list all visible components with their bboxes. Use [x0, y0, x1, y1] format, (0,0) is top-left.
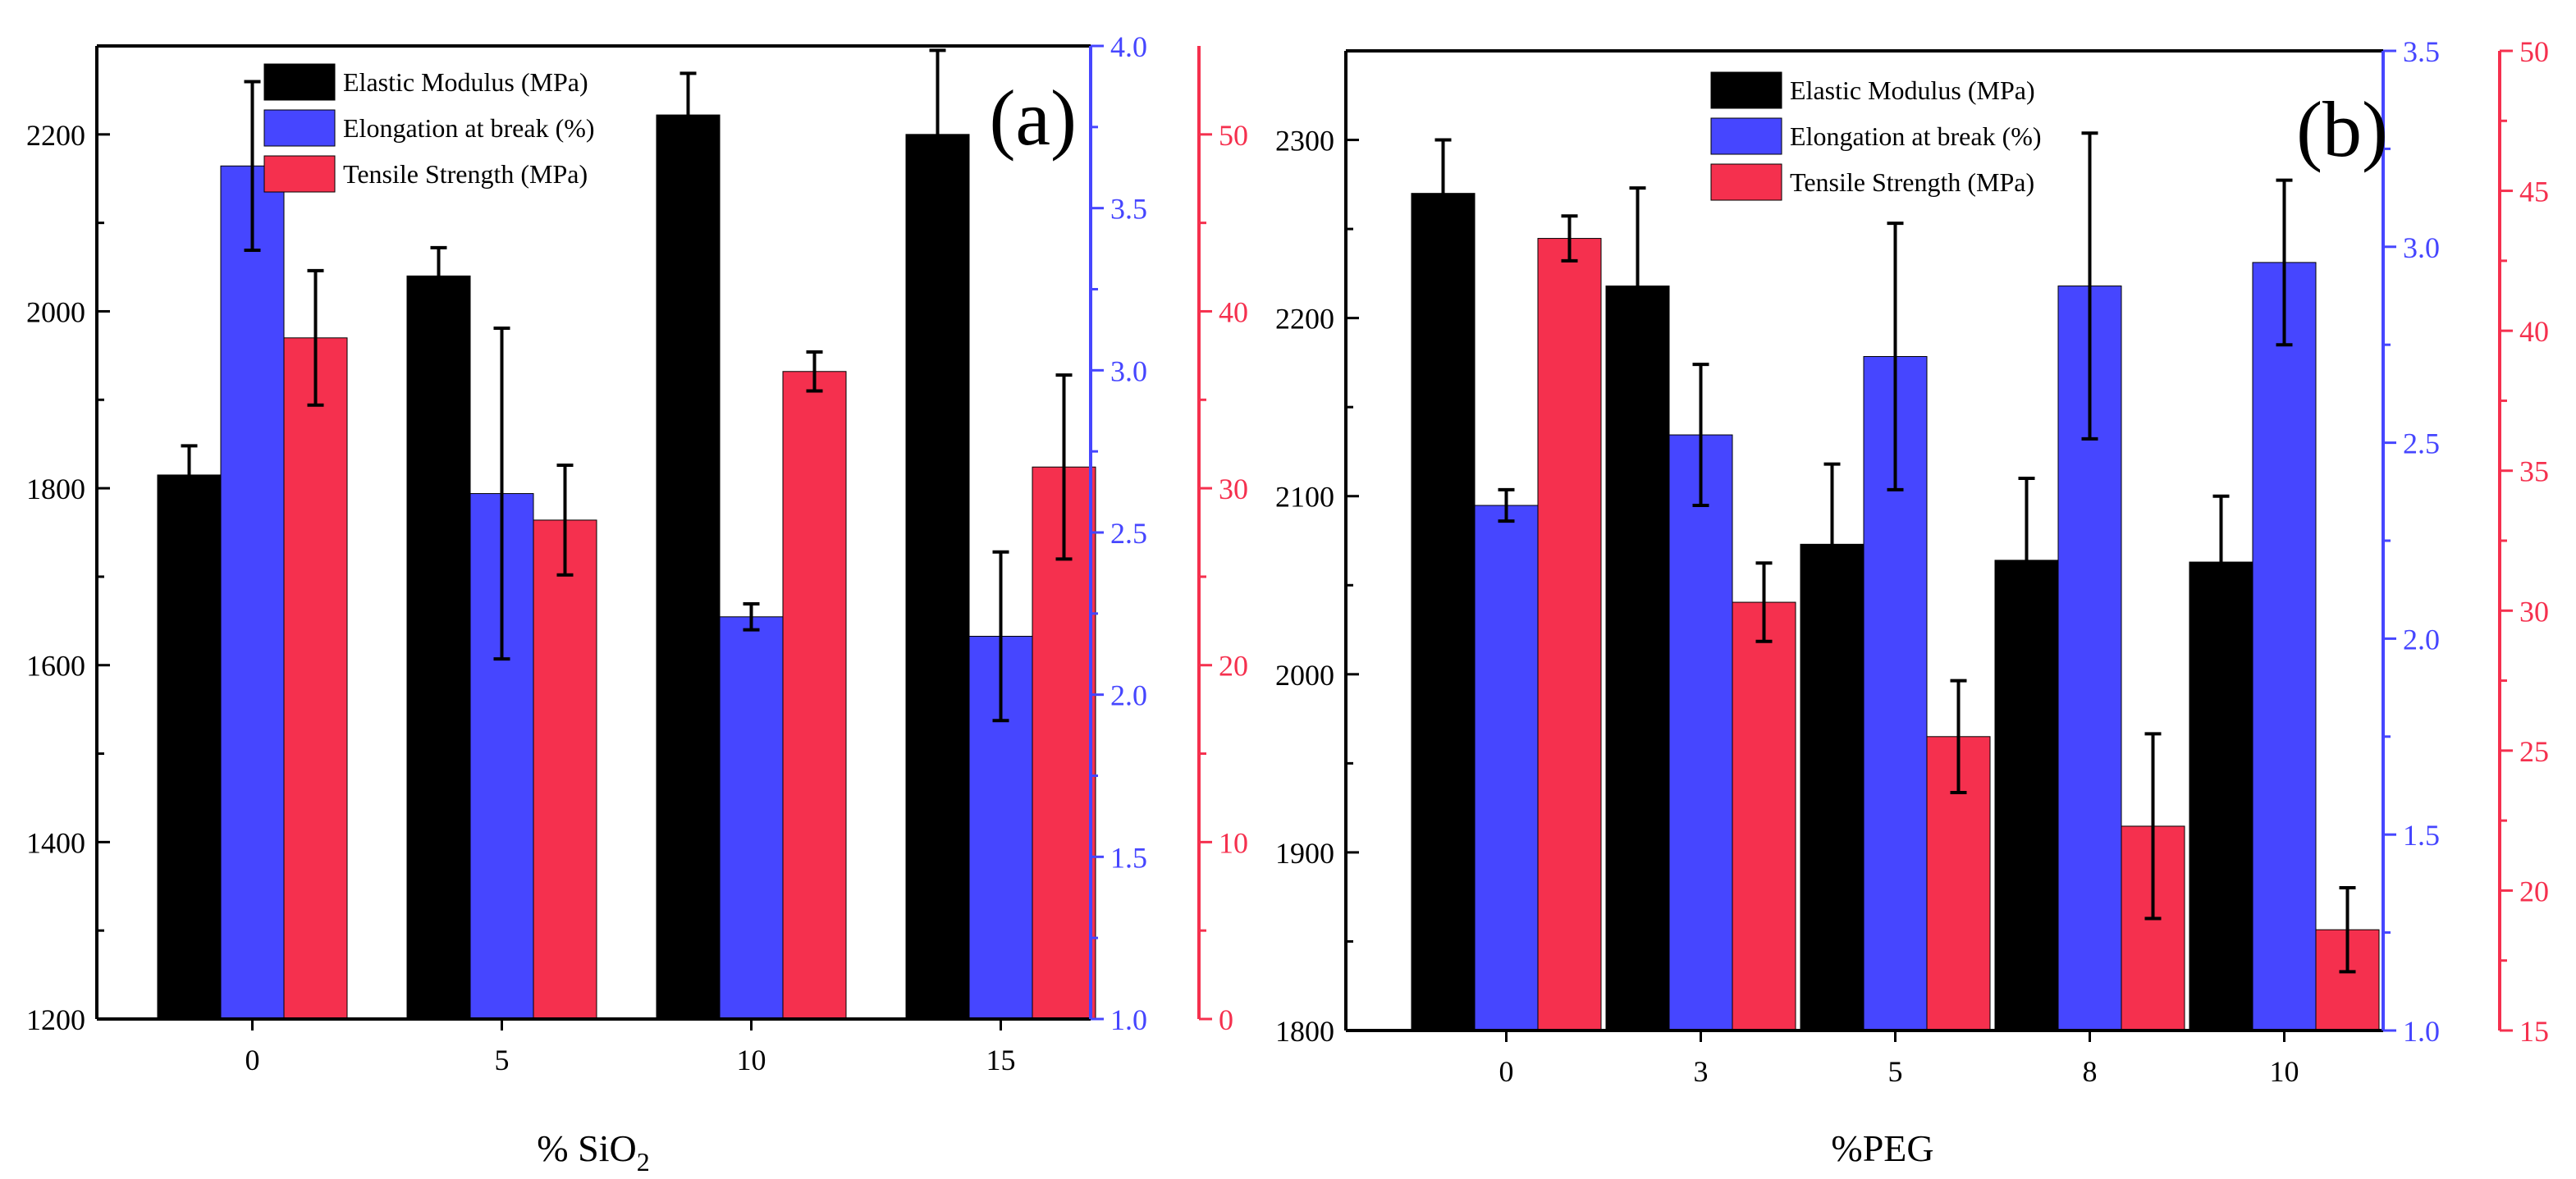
- panel-b-x-tick-label: 10: [2270, 1055, 2299, 1088]
- panel-a-red-tick-label: 50: [1219, 119, 1248, 152]
- panel-b-red-tick-label: 35: [2519, 455, 2549, 488]
- panel-b-blue-tick-label: 1.5: [2403, 819, 2440, 852]
- panel-a-x-tick-label: 0: [245, 1044, 260, 1076]
- panel-a-left-tick-label: 1200: [26, 1003, 85, 1036]
- panel-a-blue-tick-label: 4.0: [1110, 30, 1147, 63]
- panel-b-bar-elastic-0: [1411, 193, 1476, 1031]
- panel-b-red-tick-label: 50: [2519, 35, 2549, 68]
- panel-a-bar-tensile-5: [533, 519, 597, 1020]
- panel-b-blue-tick-label: 3.0: [2403, 231, 2440, 264]
- panel-b-left-tick-label: 2300: [1275, 125, 1334, 158]
- panel-a-left-tick-label: 1600: [26, 650, 85, 683]
- panel-a-bar-elastic-10: [656, 114, 721, 1020]
- panel-a-legend-swatch-elastic: [263, 63, 336, 101]
- panel-a-bar-elastic-0: [157, 474, 222, 1020]
- panel-b-x-tick-label: 0: [1499, 1055, 1514, 1088]
- panel-b-x-axis-title-main: %PEG: [1831, 1127, 1933, 1169]
- panel-a-bar-elastic-15: [905, 134, 970, 1020]
- panel-b-bar-tensile-3: [1732, 601, 1796, 1031]
- panel-b-left-tick-label: 1800: [1275, 1015, 1334, 1048]
- panel-b-legend-label: Elastic Modulus (MPa): [1790, 75, 2035, 105]
- panel-b-legend-swatch-tensile: [1710, 163, 1782, 201]
- panel-a-left-tick-label: 1800: [26, 473, 85, 505]
- panel-b-left-tick-label: 2100: [1275, 481, 1334, 514]
- panel-a-red-tick-label: 40: [1219, 295, 1248, 328]
- panel-a-left-tick-label: 1400: [26, 826, 85, 859]
- panel-a-left-tick-label: 2000: [26, 295, 85, 328]
- panel-a-legend-swatch-elongation: [263, 109, 336, 147]
- panel-a-blue-tick-label: 3.0: [1110, 354, 1147, 387]
- panel-b-blue-tick-label: 3.5: [2403, 35, 2440, 68]
- panel-a-bar-elongation-10: [719, 616, 784, 1020]
- panel-a-blue-tick-label: 3.5: [1110, 193, 1147, 226]
- panel-b-bar-elongation-0: [1474, 505, 1539, 1031]
- panel-b-bar-tensile-0: [1537, 238, 1602, 1031]
- panel-b-blue-tick-label: 2.5: [2403, 427, 2440, 460]
- panel-b-red-tick-label: 30: [2519, 595, 2549, 628]
- panel-b-left-tick-label: 2000: [1275, 659, 1334, 692]
- panel-b-chart: 0 3 5 8 101800190020002100220023001.01.52.02…: [1275, 35, 2549, 1169]
- panel-a-blue-tick-label: 1.0: [1110, 1003, 1147, 1036]
- panel-b-bar-elastic-3: [1605, 286, 1670, 1031]
- panel-a-legend-label: Elastic Modulus (MPa): [343, 67, 588, 97]
- panel-a-chart: 0 5 10 151200140016001800200022001.01.52.02…: [26, 30, 1248, 1177]
- panel-b-left-tick-label: 2200: [1275, 303, 1334, 336]
- panel-a-legend-label: Elongation at break (%): [343, 113, 595, 143]
- panel-b-legend-swatch-elongation: [1710, 117, 1782, 155]
- panel-a-x-tick-label: 15: [986, 1044, 1016, 1076]
- panel-a-x-axis-title-subscript: 2: [637, 1147, 650, 1177]
- panel-b-bar-elongation-3: [1668, 434, 1733, 1031]
- panel-a-blue-tick-label: 2.5: [1110, 517, 1147, 550]
- panel-a-red-tick-label: 0: [1219, 1003, 1233, 1036]
- panel-a-panel-label: (a): [989, 74, 1077, 162]
- panel-a-legend-label: Tensile Strength (MPa): [343, 159, 588, 189]
- panel-b-blue-tick-label: 2.0: [2403, 623, 2440, 656]
- panel-b-bar-elastic-10: [2189, 561, 2253, 1031]
- panel-b-red-tick-label: 45: [2519, 176, 2549, 208]
- panel-b-x-axis-title: %PEG: [1831, 1127, 1933, 1169]
- panel-a-bar-elastic-5: [406, 275, 471, 1020]
- panel-a-x-tick-label: 10: [737, 1044, 766, 1076]
- panel-a-bar-tensile-10: [782, 371, 847, 1020]
- panel-b-x-tick-label: 3: [1694, 1055, 1709, 1088]
- panel-b-red-tick-label: 15: [2519, 1015, 2549, 1048]
- panel-a-x-axis-title: % SiO2: [537, 1127, 649, 1177]
- panel-a-x-tick-label: 5: [495, 1044, 510, 1076]
- panel-a-red-tick-label: 30: [1219, 473, 1248, 505]
- panel-a-blue-tick-label: 1.5: [1110, 841, 1147, 874]
- panel-a-legend-swatch-tensile: [263, 155, 336, 193]
- panel-b-legend-label: Elongation at break (%): [1790, 121, 2042, 151]
- panel-b-bar-elongation-10: [2252, 262, 2317, 1031]
- panel-a-bar-tensile-0: [283, 337, 348, 1020]
- panel-b-red-tick-label: 25: [2519, 735, 2549, 768]
- panel-b-left-tick-label: 1900: [1275, 837, 1334, 870]
- panel-b-legend-label: Tensile Strength (MPa): [1790, 167, 2034, 197]
- panel-b-red-tick-label: 40: [2519, 315, 2549, 348]
- panel-b-x-tick-label: 5: [1888, 1055, 1903, 1088]
- panel-b-panel-label: (b): [2296, 85, 2388, 173]
- panel-a-x-axis-title-main: % SiO: [537, 1127, 636, 1169]
- panel-a-blue-tick-label: 2.0: [1110, 679, 1147, 712]
- panel-a-red-tick-label: 10: [1219, 826, 1248, 859]
- panel-a-left-tick-label: 2200: [26, 119, 85, 152]
- panel-b-legend-swatch-elastic: [1710, 71, 1782, 109]
- panel-a-red-tick-label: 20: [1219, 650, 1248, 683]
- panel-a-bar-elongation-0: [220, 165, 285, 1020]
- panel-b-red-tick-label: 20: [2519, 875, 2549, 907]
- panel-b-blue-tick-label: 1.0: [2403, 1015, 2440, 1048]
- panel-b-x-tick-label: 8: [2083, 1055, 2098, 1088]
